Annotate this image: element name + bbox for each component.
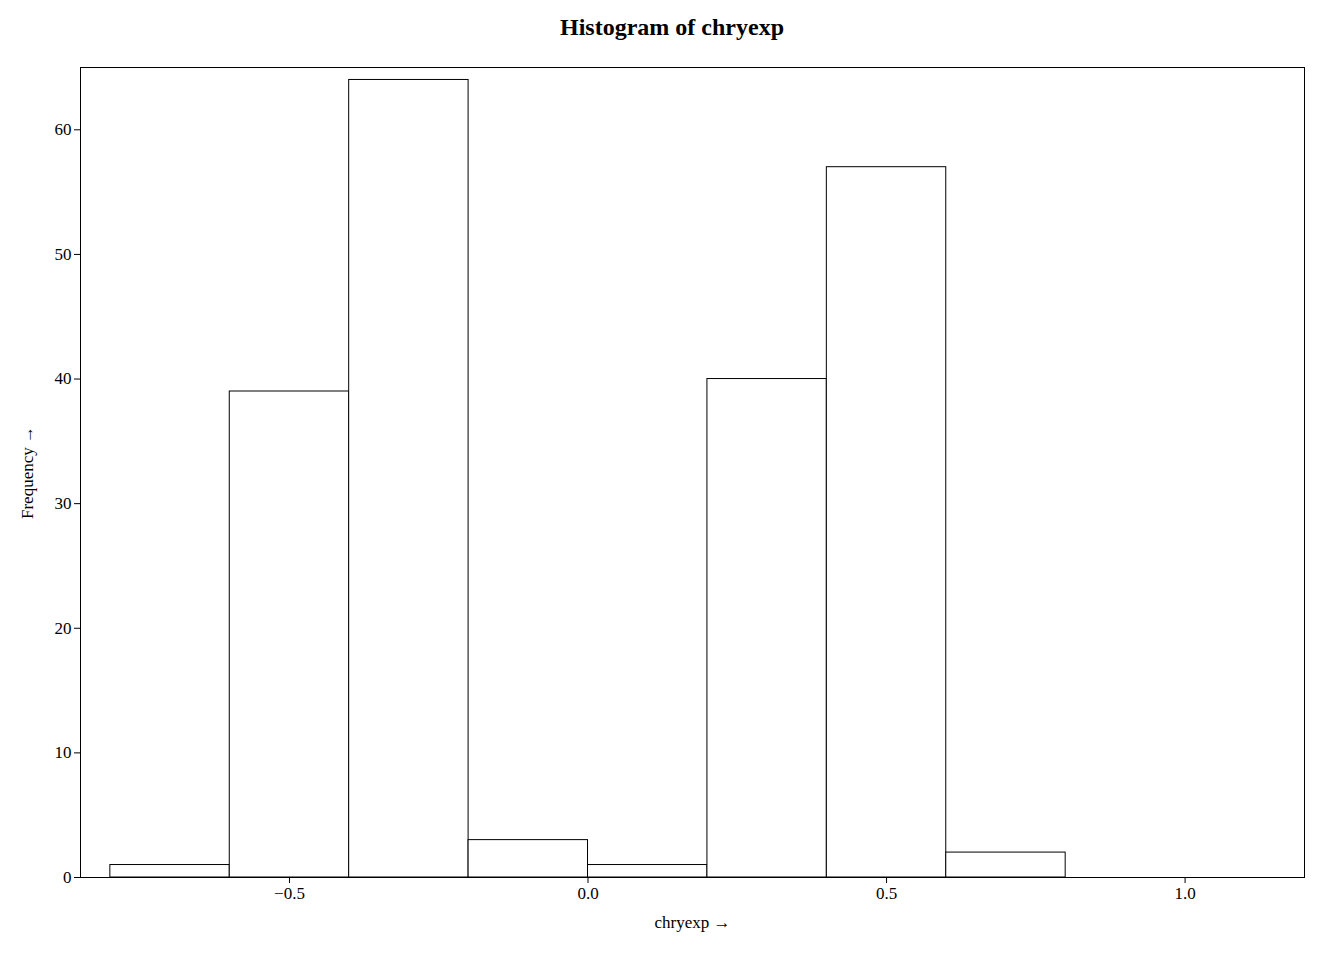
svg-text:Frequency →: Frequency →: [18, 426, 37, 519]
svg-text:0.5: 0.5: [876, 884, 897, 903]
html-text:Histogram of chryexp: Histogram of chryexp: [560, 14, 784, 40]
svg-text:0.0: 0.0: [577, 884, 598, 903]
svg-text:1.0: 1.0: [1174, 884, 1195, 903]
svg-text:−0.5: −0.5: [274, 884, 305, 903]
svg-text:0: 0: [63, 868, 72, 887]
svg-text:10: 10: [55, 743, 72, 762]
svg-text:30: 30: [55, 494, 72, 513]
svg-text:20: 20: [55, 619, 72, 638]
svg-text:60: 60: [55, 120, 72, 139]
svg-text:40: 40: [55, 369, 72, 388]
svg-text:chryexp →: chryexp →: [654, 913, 730, 932]
svg-text:50: 50: [55, 245, 72, 264]
